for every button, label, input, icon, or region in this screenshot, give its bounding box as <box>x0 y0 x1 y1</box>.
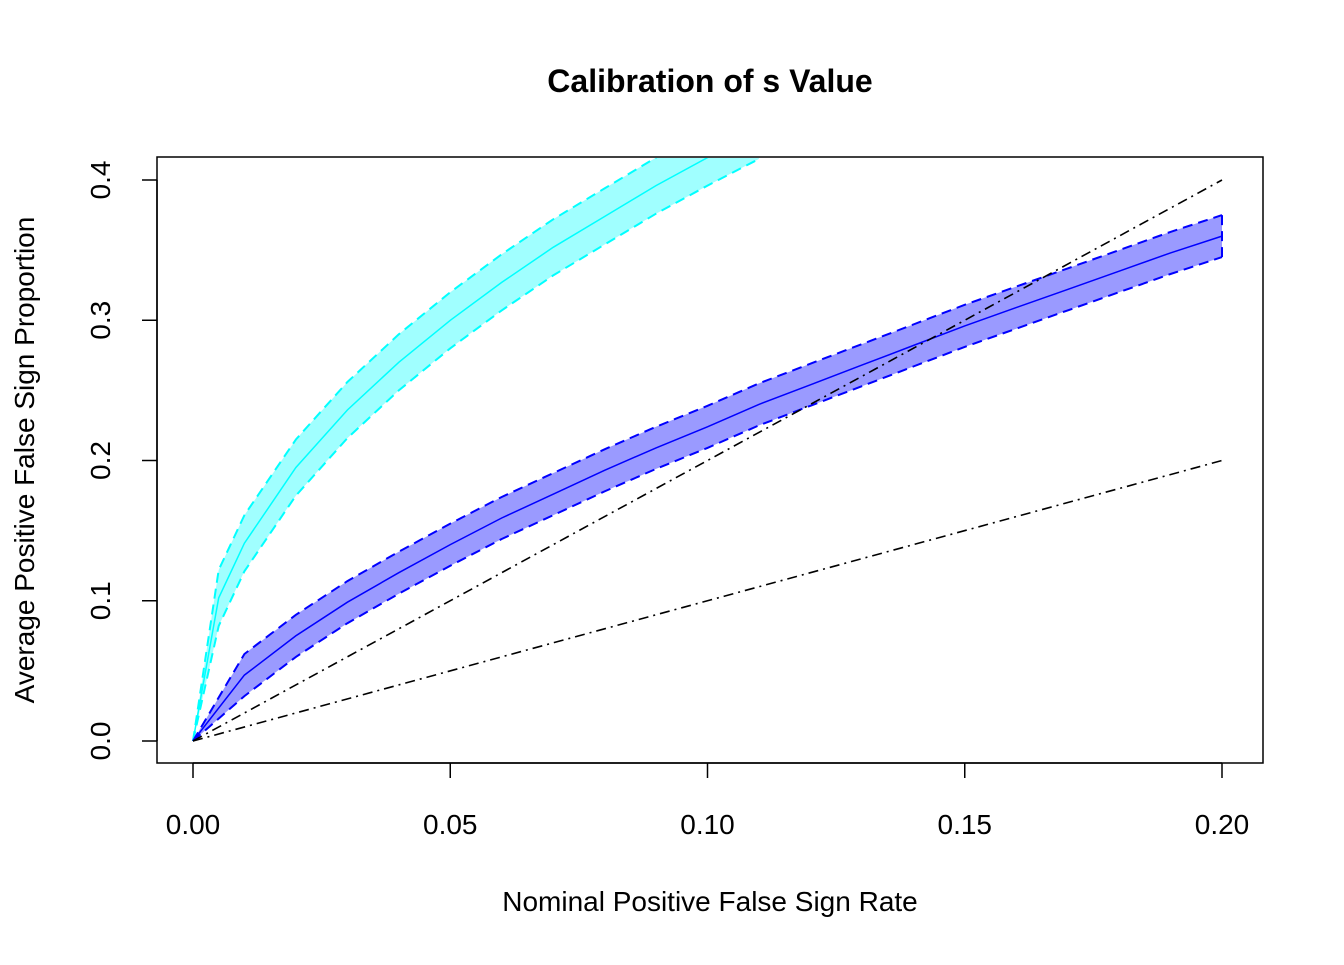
blue-confidence-band <box>193 215 1222 742</box>
x-tick-label: 0.10 <box>680 809 735 840</box>
x-tick-label: 0.05 <box>423 809 478 840</box>
x-tick-label: 0.20 <box>1195 809 1250 840</box>
x-tick-label: 0.00 <box>166 809 221 840</box>
reference-line-1 <box>192 179 1223 742</box>
y-tick-label: 0.4 <box>85 161 116 200</box>
cyan-upper-bound <box>192 158 658 742</box>
y-tick-label: 0.1 <box>85 581 116 620</box>
y-tick-label: 0.0 <box>85 722 116 761</box>
cyan-lower-bound <box>192 158 760 742</box>
y-axis-label: Average Positive False Sign Proportion <box>9 217 40 704</box>
blue-series-line <box>192 235 1223 742</box>
y-tick-label: 0.3 <box>85 301 116 340</box>
blue-upper-bound <box>192 214 1223 742</box>
x-axis-label: Nominal Positive False Sign Rate <box>502 886 918 917</box>
cyan-confidence-band <box>193 158 759 741</box>
x-tick-label: 0.15 <box>938 809 993 840</box>
y-tick-label: 0.2 <box>85 441 116 480</box>
cyan-series-line <box>192 158 709 742</box>
blue-lower-bound <box>192 256 1223 742</box>
reference-line-2 <box>192 459 1223 742</box>
chart-title: Calibration of s Value <box>547 63 872 99</box>
